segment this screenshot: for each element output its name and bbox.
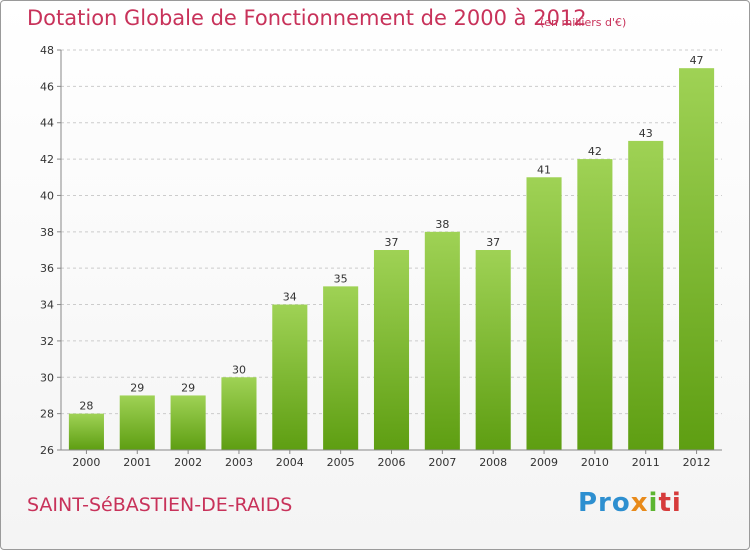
bar[interactable] [475, 250, 511, 450]
x-tick-label: 2009 [530, 456, 558, 469]
y-tick-label: 40 [40, 189, 54, 202]
bar[interactable] [221, 377, 257, 450]
y-tick-label: 46 [40, 80, 54, 93]
data-label: 37 [385, 236, 399, 249]
data-label: 29 [181, 381, 195, 394]
bar[interactable] [628, 140, 664, 450]
axes: 26 28 30 32 34 36 38 40 42 44 46 48 2000 2001 2002 2003… [40, 44, 722, 469]
bar[interactable] [119, 395, 155, 450]
commune-name: SAINT-SéBASTIEN-DE-RAIDS [27, 494, 293, 516]
x-tick-label: 2010 [581, 456, 609, 469]
bar[interactable] [679, 68, 715, 450]
bars: 28 29 29 30 34 35 37 38 37 41 42 43 47 [68, 54, 715, 451]
logo-part: ti [658, 488, 682, 518]
x-tick-label: 2001 [123, 456, 151, 469]
bar[interactable] [272, 304, 308, 450]
data-label: 35 [334, 272, 348, 285]
proxiti-logo[interactable]: Proxiti [578, 488, 682, 518]
x-tick-label: 2012 [683, 456, 711, 469]
bar[interactable] [424, 231, 460, 450]
y-tick-label: 42 [40, 153, 54, 166]
data-label: 43 [639, 127, 653, 140]
data-label: 37 [486, 236, 500, 249]
x-tick-label: 2003 [225, 456, 253, 469]
data-label: 30 [232, 363, 246, 376]
x-tick-label: 2002 [174, 456, 202, 469]
x-tick-label: 2007 [428, 456, 456, 469]
y-tick-label: 34 [40, 299, 54, 312]
data-label: 34 [283, 291, 297, 304]
data-label: 42 [588, 145, 602, 158]
x-tick-label: 2011 [632, 456, 660, 469]
bar[interactable] [170, 395, 206, 450]
x-tick-label: 2008 [479, 456, 507, 469]
logo-part: i [648, 488, 659, 518]
data-label: 41 [537, 163, 551, 176]
bar[interactable] [373, 250, 410, 450]
x-tick-label: 2000 [72, 456, 100, 469]
y-tick-label: 28 [40, 408, 54, 421]
x-tick-label: 2006 [378, 456, 406, 469]
y-tick-label: 36 [40, 262, 54, 275]
data-label: 47 [690, 54, 704, 67]
x-tick-label: 2004 [276, 456, 304, 469]
y-tick-label: 44 [40, 117, 54, 130]
y-tick-label: 48 [40, 44, 54, 57]
logo-part: Pro [578, 488, 631, 518]
bar[interactable] [68, 413, 104, 450]
y-tick-label: 32 [40, 335, 54, 348]
chart-unit: (en milliers d'€) [540, 16, 627, 29]
data-label: 28 [79, 400, 93, 413]
x-tick-label: 2005 [327, 456, 355, 469]
data-label: 29 [130, 381, 144, 394]
bar[interactable] [526, 177, 562, 451]
logo-part: x [630, 488, 649, 518]
data-label: 38 [435, 218, 449, 231]
bar[interactable] [577, 159, 613, 450]
bar[interactable] [323, 286, 359, 450]
y-tick-label: 26 [40, 444, 54, 457]
chart-title: Dotation Globale de Fonctionnement de 20… [27, 6, 587, 30]
y-tick-label: 30 [40, 371, 54, 384]
y-tick-label: 38 [40, 226, 54, 239]
